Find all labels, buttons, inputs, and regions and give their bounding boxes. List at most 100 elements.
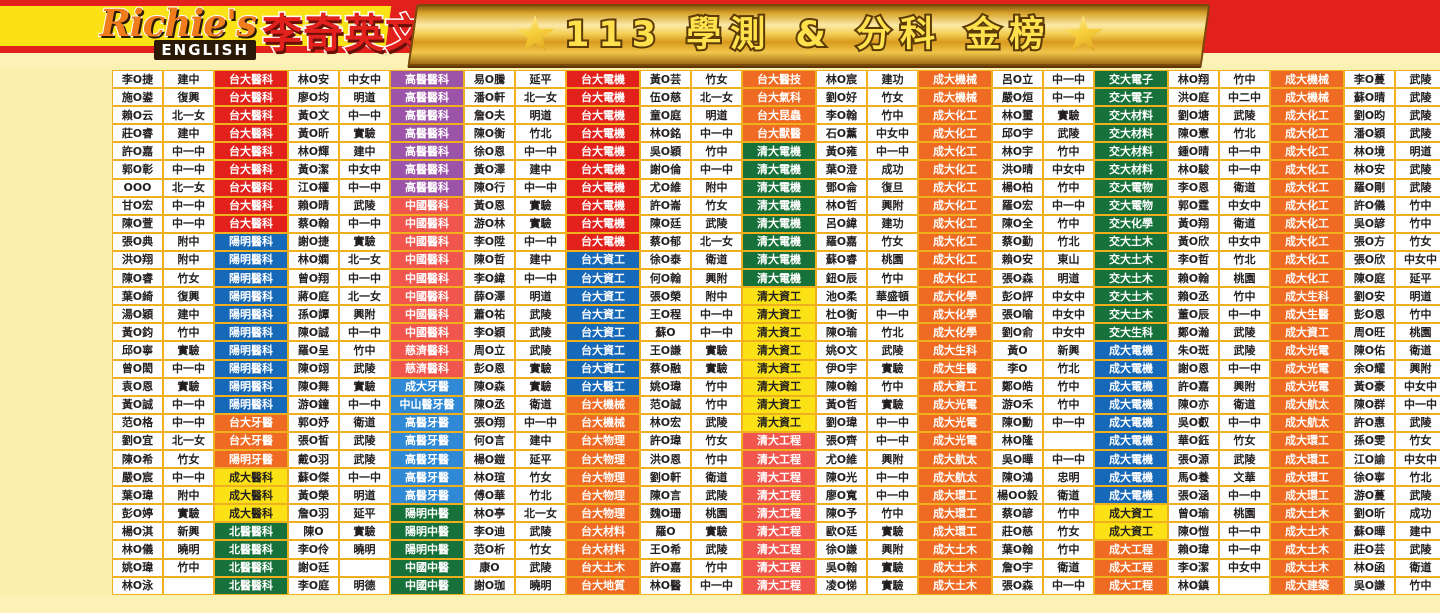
student-name-cell: 呂O立	[992, 70, 1043, 89]
high-school-cell: 竹女	[1219, 431, 1270, 450]
department-badge: 高醫醫科	[390, 160, 464, 179]
student-name-cell: 賴O丞	[1168, 287, 1219, 306]
student-name-cell: 游O鐘	[288, 395, 339, 414]
department-badge: 清大資工	[742, 341, 816, 360]
student-name-cell: 吳O翰	[816, 558, 867, 577]
department-badge: 台大醫工	[566, 377, 640, 396]
high-school-cell: 衛道	[1043, 486, 1094, 505]
high-school-cell: 竹中	[1043, 540, 1094, 559]
department-badge: 成大生醫	[918, 359, 992, 378]
high-school-cell: 曉明	[515, 576, 566, 595]
high-school-cell: 竹女	[515, 540, 566, 559]
department-badge: 台大電機	[566, 232, 640, 251]
department-badge: 成大醫科	[214, 468, 288, 487]
student-name-cell: 陳O翊	[288, 359, 339, 378]
high-school-cell: 中一中	[515, 178, 566, 197]
high-school-cell: 中一中	[163, 468, 214, 487]
student-name-cell: 余O耀	[1344, 359, 1395, 378]
student-name-cell: 蔣O庭	[288, 287, 339, 306]
department-badge: 北醫醫科	[214, 540, 288, 559]
department-badge: 成大資工	[1270, 323, 1344, 342]
table-row: 曾O翔 中一中 中國醫科	[288, 269, 464, 288]
student-name-cell: 姚O文	[816, 341, 867, 360]
high-school-cell: 建中	[515, 160, 566, 179]
high-school-cell: 竹女	[515, 468, 566, 487]
department-badge: 台大土木	[566, 558, 640, 577]
table-row: 黃O欣 中女中 成大化工	[1168, 232, 1344, 251]
table-row: 黃O 新興 成大電機	[992, 341, 1168, 360]
high-school-cell: 興附	[867, 196, 918, 215]
high-school-cell: 衛道	[691, 468, 742, 487]
table-row: 陳O庭延平台大財金	[1344, 269, 1440, 288]
high-school-cell: 中一中	[1219, 486, 1270, 505]
department-badge: 台大地質	[566, 576, 640, 595]
results-column-group: 林O宸 建功 成大機械 劉O好 竹女 成大機械 李O翰 竹中 成大化工 石O薰 中女中 成大化工 黃O雍…	[816, 70, 992, 613]
high-school-cell: 竹北	[515, 124, 566, 143]
high-school-cell: 延平	[1395, 269, 1440, 288]
table-row: 林O境明道台大法律	[1344, 142, 1440, 161]
department-badge: 成大牙醫	[390, 377, 464, 396]
table-row: 劉O昀武陵台大法律	[1344, 106, 1440, 125]
table-row: 林O安武陵台大法律	[1344, 160, 1440, 179]
student-name-cell: 石O薰	[816, 124, 867, 143]
table-row: 洪O恩 竹中 清大工程	[640, 449, 816, 469]
student-name-cell: 莊O睿	[112, 124, 163, 143]
high-school-cell: 武陵	[1219, 449, 1270, 469]
high-school-cell: 東山	[1043, 250, 1094, 270]
high-school-cell: 中一中	[163, 413, 214, 432]
high-school-cell: 建功	[867, 214, 918, 233]
student-name-cell: 游O禾	[992, 395, 1043, 414]
student-name-cell: 蔡O勤	[992, 232, 1043, 251]
student-name-cell: 李O恩	[1168, 178, 1219, 197]
table-row: 李O緯 中一中 台大資工	[464, 269, 640, 288]
department-badge: 清大工程	[742, 558, 816, 577]
header-stripe-red-top	[0, 0, 1440, 6]
table-row: 陳O光 中一中 成大航太	[816, 468, 992, 487]
student-name-cell: 張O皙	[288, 431, 339, 450]
high-school-cell: 中一中	[1043, 413, 1094, 432]
department-badge: 交大土木	[1094, 250, 1168, 270]
table-row: 林O嫻 北一女 中國醫科	[288, 250, 464, 270]
student-name-cell: 廖O寬	[816, 486, 867, 505]
table-row: 蘇O晴武陵台大法律	[1344, 88, 1440, 107]
student-name-cell: 魏O珊	[640, 504, 691, 523]
department-badge: 成大建築	[1270, 576, 1344, 595]
high-school-cell: 建中	[1395, 522, 1440, 541]
student-name-cell: 黃O芸	[640, 70, 691, 89]
table-row: 陳O翊 武陵 慈濟醫科	[288, 359, 464, 378]
table-row: 謝O恩 中一中 成大光電	[1168, 359, 1344, 378]
table-row: 張O齊 中一中 成大光電	[816, 431, 992, 450]
high-school-cell: 實驗	[867, 522, 918, 541]
table-row: 蔣O庭 北一女 中國醫科	[288, 287, 464, 306]
student-name-cell: 陳O森	[464, 377, 515, 396]
high-school-cell: 附中	[163, 232, 214, 251]
student-name-cell: 林O銘	[640, 124, 691, 143]
table-row: 徐O寧竹北台大會計	[1344, 468, 1440, 487]
department-badge: 北醫醫科	[214, 576, 288, 595]
table-row: 邱O寧 實驗 陽明醫科	[112, 341, 288, 360]
table-row: 楊O柏 竹中 交大電物	[992, 178, 1168, 197]
high-school-cell: 中一中	[1395, 395, 1440, 414]
high-school-cell: 竹北	[1219, 250, 1270, 270]
department-badge: 台大醫科	[214, 196, 288, 215]
department-badge: 成大航太	[1270, 413, 1344, 432]
table-row: 黃O鈞 竹中 陽明醫科	[112, 323, 288, 342]
department-badge: 高醫醫科	[390, 106, 464, 125]
student-name-cell: 朱O斑	[1168, 341, 1219, 360]
table-row: 石O薰 中女中 成大化工	[816, 124, 992, 143]
table-row: 鄧O侖 復旦 成大化工	[816, 178, 992, 197]
table-row: 洪O庭 中二中 成大機械	[1168, 88, 1344, 107]
student-name-cell: 葉O翰	[992, 540, 1043, 559]
high-school-cell: 實驗	[339, 232, 390, 251]
high-school-cell: 明道	[515, 287, 566, 306]
student-name-cell: 陳O亦	[1168, 395, 1219, 414]
table-row: 董O辰 中一中 成大生醫	[1168, 305, 1344, 324]
high-school-cell: 實驗	[867, 395, 918, 414]
table-row: 周O立 武陵 台大資工	[464, 341, 640, 360]
department-badge: 台大電機	[566, 160, 640, 179]
high-school-cell: 衛道	[1219, 178, 1270, 197]
table-row: 林O駿 中一中 成大化工	[1168, 160, 1344, 179]
high-school-cell: 文華	[1219, 468, 1270, 487]
table-row: 蘇O 中一中 清大資工	[640, 323, 816, 342]
department-badge: 台大材料	[566, 540, 640, 559]
